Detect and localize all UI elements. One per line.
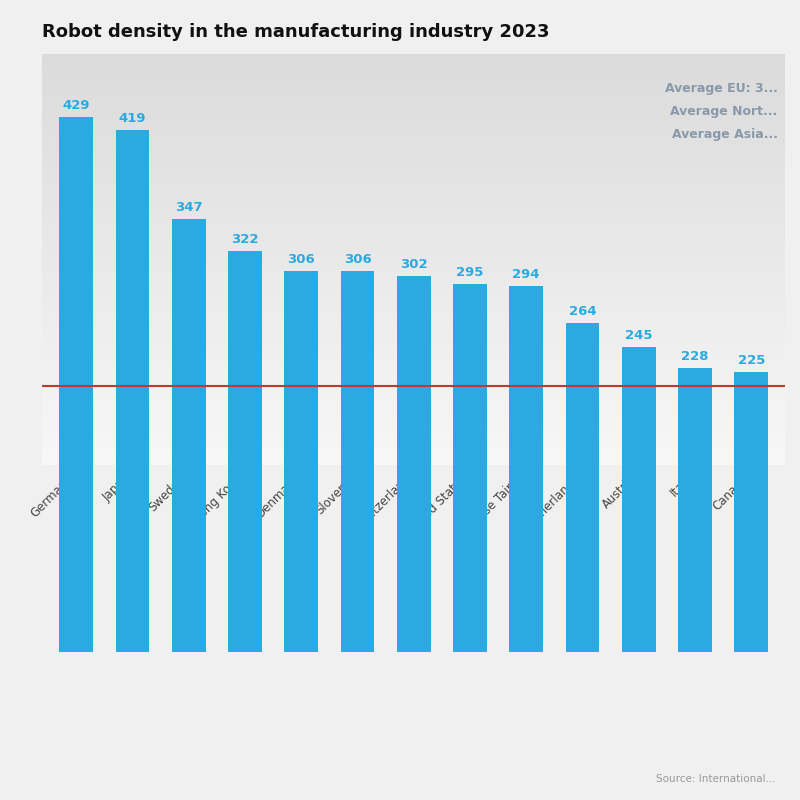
Text: Source: International...: Source: International...: [656, 774, 776, 784]
Text: 306: 306: [287, 253, 315, 266]
Text: 302: 302: [400, 258, 427, 270]
Text: 429: 429: [62, 99, 90, 112]
Text: 245: 245: [625, 329, 653, 342]
Bar: [566, 323, 599, 652]
Text: 347: 347: [175, 202, 202, 214]
Text: Robot density in the manufacturing industry 2023: Robot density in the manufacturing indus…: [42, 23, 550, 41]
Text: 306: 306: [344, 253, 371, 266]
Bar: [622, 346, 656, 652]
Bar: [453, 284, 487, 652]
Bar: [397, 275, 430, 652]
Bar: [510, 286, 543, 652]
Text: Average EU: 3...: Average EU: 3...: [665, 82, 778, 95]
Bar: [228, 250, 262, 652]
Bar: [115, 130, 150, 652]
Text: Average Asia...: Average Asia...: [671, 128, 778, 141]
Text: 294: 294: [513, 267, 540, 281]
Text: 419: 419: [118, 112, 146, 125]
Bar: [284, 270, 318, 652]
Text: 295: 295: [456, 266, 484, 279]
Text: 228: 228: [682, 350, 709, 362]
Bar: [59, 118, 93, 652]
Bar: [172, 219, 206, 652]
Bar: [734, 371, 768, 652]
Bar: [678, 368, 712, 652]
Text: 225: 225: [738, 354, 765, 366]
Text: 264: 264: [569, 305, 596, 318]
Bar: [341, 270, 374, 652]
Text: Average Nort...: Average Nort...: [670, 105, 778, 118]
Text: 322: 322: [231, 233, 258, 246]
